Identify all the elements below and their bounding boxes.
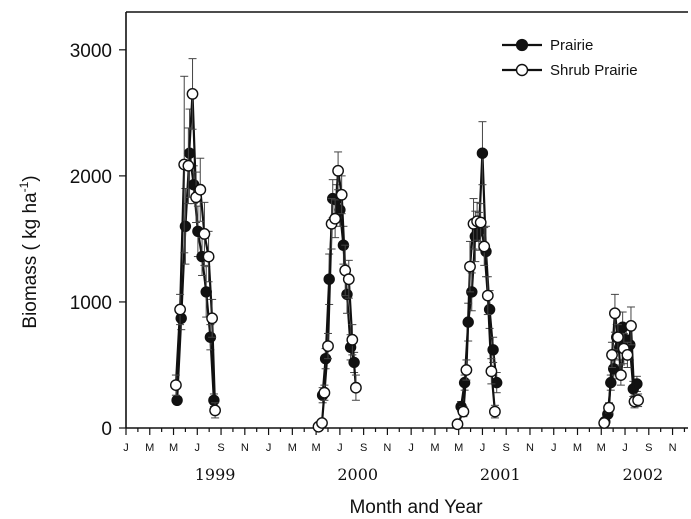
data-point-shrub-prairie	[349, 381, 362, 394]
x-tick-label: N	[526, 442, 534, 454]
data-point-shrub-prairie	[615, 369, 627, 381]
y-tick-label: 2000	[70, 167, 112, 188]
x-tick-label: J	[480, 442, 486, 454]
x-axis-title: Month and Year	[349, 497, 483, 518]
data-point-shrub-prairie	[460, 364, 473, 376]
series-layer	[169, 58, 644, 433]
data-point-shrub-prairie	[169, 379, 182, 391]
y-axis-title-main: Biomass ( kg ha	[20, 192, 41, 329]
data-point-shrub-prairie	[612, 331, 624, 344]
data-point-shrub-prairie	[206, 312, 219, 325]
plot-frame	[125, 11, 688, 429]
x-tick-label: N	[669, 442, 677, 454]
data-point-shrub-prairie	[478, 240, 491, 253]
x-tick-label: M	[597, 442, 606, 454]
data-point-shrub-prairie	[451, 418, 464, 431]
data-point-shrub-prairie	[603, 401, 615, 414]
year-label: 2001	[480, 465, 521, 484]
y-tick-label: 0	[101, 419, 112, 440]
x-tick-label: M	[145, 442, 154, 454]
data-point-shrub-prairie	[598, 417, 611, 429]
x-tick-label: J	[551, 442, 557, 454]
legend-marker-prairie	[515, 38, 529, 52]
x-tick-label: N	[383, 442, 391, 454]
y-axis: 0 1000 2000 3000	[70, 41, 126, 440]
data-point-shrub-prairie	[318, 386, 331, 399]
data-point-shrub-prairie	[457, 405, 470, 418]
x-tick-label: J	[123, 442, 129, 454]
x-tick-label: S	[645, 442, 652, 454]
legend-label-prairie: Prairie	[550, 37, 593, 54]
data-point-shrub-prairie	[625, 319, 637, 332]
legend-label-shrub-prairie: Shrub Prairie	[550, 62, 638, 79]
legend-marker-shrub-prairie	[515, 63, 529, 77]
y-axis-title-close: )	[20, 175, 41, 181]
data-point-shrub-prairie	[464, 260, 476, 273]
x-tick-label: M	[169, 442, 178, 454]
x-tick-label: N	[241, 442, 249, 454]
year-label: 1999	[195, 465, 236, 484]
data-point-shrub-prairie	[485, 365, 498, 378]
x-tick-label: J	[337, 442, 343, 454]
data-point-shrub-prairie	[322, 340, 334, 352]
data-point-shrub-prairie	[621, 348, 634, 361]
x-tick-label: M	[312, 442, 321, 454]
x-tick-label: M	[573, 442, 582, 454]
data-point-prairie	[171, 394, 183, 406]
data-point-shrub-prairie	[198, 227, 211, 240]
data-point-shrub-prairie	[332, 164, 344, 177]
x-tick-label: S	[217, 442, 224, 454]
data-point-shrub-prairie	[346, 333, 359, 346]
y-axis-title: Biomass ( kg ha-1)	[17, 175, 41, 328]
data-point-shrub-prairie	[474, 216, 487, 229]
data-point-shrub-prairie	[209, 404, 222, 417]
y-tick-label: 1000	[70, 293, 112, 314]
x-tick-label: S	[503, 442, 510, 454]
series-prairie	[171, 108, 643, 428]
x-tick-label: J	[408, 442, 414, 454]
data-point-shrub-prairie	[606, 348, 618, 361]
x-tick-label: S	[360, 442, 367, 454]
y-tick-label: 3000	[70, 41, 112, 62]
x-tick-label: J	[195, 442, 201, 454]
data-point-shrub-prairie	[632, 394, 644, 407]
x-axis: J M M J S N J M M J S N J M M J S N J M M J S N 1999 2000 2001 2002	[123, 428, 686, 484]
data-point-shrub-prairie	[316, 417, 328, 429]
data-point-shrub-prairie	[194, 183, 207, 196]
data-point-shrub-prairie	[488, 405, 501, 418]
year-label: 2000	[337, 465, 378, 484]
data-point-shrub-prairie	[174, 303, 187, 316]
data-point-shrub-prairie	[182, 159, 195, 172]
y-axis-title-superscript: -1	[17, 181, 31, 192]
x-tick-label: M	[288, 442, 297, 454]
x-tick-label: M	[454, 442, 463, 454]
x-tick-label: M	[430, 442, 439, 454]
data-point-shrub-prairie	[481, 289, 494, 302]
data-point-shrub-prairie	[202, 250, 215, 263]
data-point-shrub-prairie	[329, 212, 341, 225]
x-tick-label: J	[266, 442, 272, 454]
year-label: 2002	[622, 465, 663, 484]
series-shrub-prairie	[169, 58, 644, 433]
data-point-shrub-prairie	[609, 307, 621, 320]
data-point-shrub-prairie	[186, 88, 199, 100]
data-point-shrub-prairie	[342, 273, 355, 286]
x-tick-label: J	[622, 442, 628, 454]
data-point-prairie	[476, 147, 489, 159]
legend: Prairie Shrub Prairie	[502, 37, 638, 79]
data-point-shrub-prairie	[335, 188, 348, 201]
